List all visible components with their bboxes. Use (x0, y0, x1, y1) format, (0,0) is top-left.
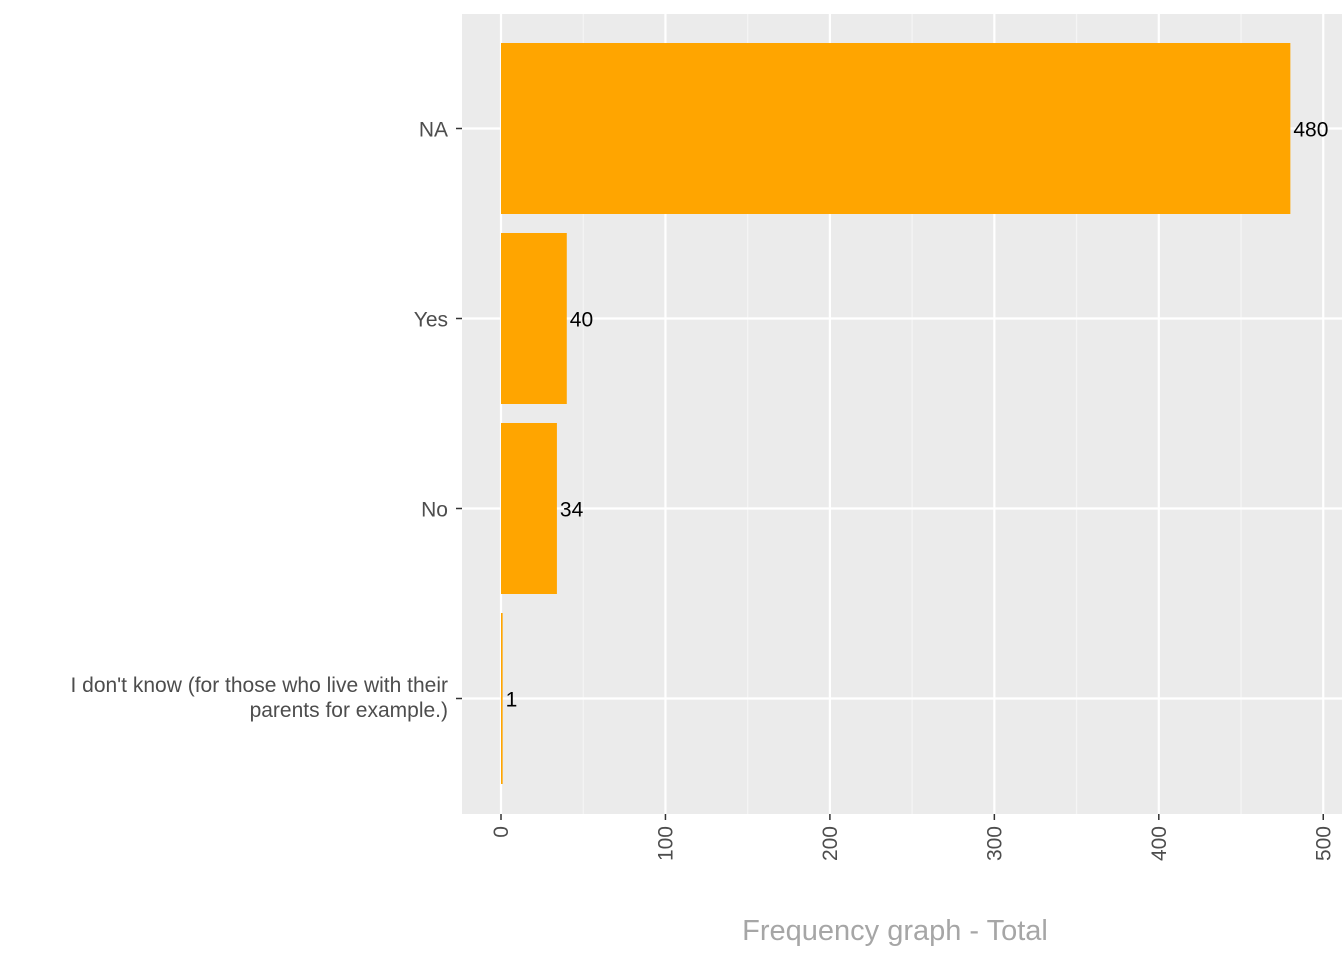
bar (501, 423, 557, 594)
x-tick-label: 300 (983, 826, 1006, 861)
category-label: NA (419, 119, 448, 142)
value-labels: 480 40 34 1 (506, 119, 1329, 712)
category-label: I don't know (for those who live with th… (70, 674, 448, 722)
bar-value-label: 480 (1293, 119, 1328, 142)
bar (501, 43, 1291, 214)
y-axis: NA Yes No I don't know (for those who live … (70, 119, 462, 722)
category-label-line: NA (419, 119, 448, 142)
category-label-line: No (421, 499, 448, 522)
x-tick-label: 200 (819, 826, 842, 861)
category-label-line: Yes (414, 309, 448, 332)
category-label-line: parents for example.) (250, 699, 448, 722)
bar-value-label: 34 (560, 499, 584, 522)
bars (501, 43, 1291, 784)
category-label: No (421, 499, 448, 522)
category-label: Yes (414, 309, 448, 332)
x-axis: 0 100 200 300 400 500 (490, 814, 1335, 861)
x-axis-title: Frequency graph - Total (742, 915, 1048, 947)
x-tick-label: 0 (490, 826, 513, 838)
bar (501, 613, 503, 784)
x-tick-label: 100 (654, 826, 677, 861)
x-tick-label: 400 (1148, 826, 1171, 861)
x-tick-label: 500 (1312, 826, 1335, 861)
bar-value-label: 1 (506, 689, 518, 712)
category-label-line: I don't know (for those who live with th… (70, 674, 448, 697)
bar-value-label: 40 (570, 309, 593, 332)
bar (501, 233, 567, 404)
